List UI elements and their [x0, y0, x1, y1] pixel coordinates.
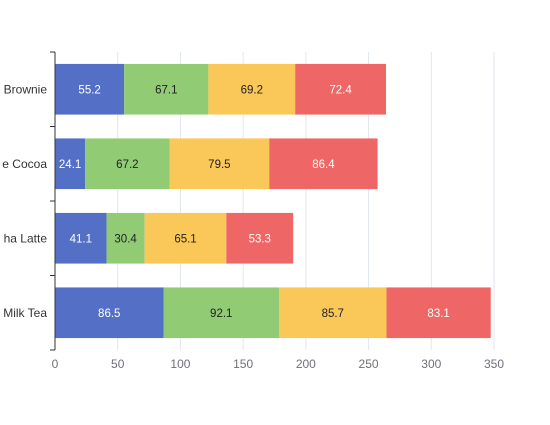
data-label: 86.4 [312, 159, 335, 171]
bar-segment [106, 212, 145, 264]
data-label: 69.2 [241, 84, 263, 96]
bar-segment [208, 63, 296, 115]
bar-segment [55, 63, 125, 115]
x-tick-label: 100 [170, 357, 190, 371]
data-label: 67.1 [155, 84, 177, 96]
data-label: 30.4 [114, 233, 137, 245]
axes: Brownie e Cocoa ha Latte Milk Tea 0 50 100 150 2… [2, 51, 504, 371]
bar-segment [144, 212, 227, 264]
bar-segment [169, 138, 270, 190]
data-label: 92.1 [210, 308, 232, 320]
data-label: 65.1 [174, 233, 196, 245]
data-label: 72.4 [329, 84, 352, 96]
bar-segment [386, 287, 491, 339]
data-label: 55.2 [78, 84, 100, 96]
data-label: 79.5 [208, 159, 230, 171]
data-label: 41.1 [70, 233, 92, 245]
data-labels: 55.2 67.1 69.2 72.4 24.1 67.2 79.5 86.4 41.1 30.4… [59, 84, 450, 320]
x-tick-label: 50 [111, 357, 125, 371]
bar-segment [124, 63, 209, 115]
data-label: 24.1 [59, 159, 81, 171]
category-label: e Cocoa [2, 157, 47, 171]
bar-segment [269, 138, 378, 190]
x-tick-label: 150 [233, 357, 253, 371]
x-tick-label: 0 [52, 357, 59, 371]
x-tick-label: 350 [484, 357, 504, 371]
bar-segments [55, 63, 491, 339]
bar-segment [163, 287, 280, 339]
bar-segment [85, 138, 170, 190]
data-label: 86.5 [98, 308, 120, 320]
bar-segment [55, 138, 86, 190]
data-label: 85.7 [322, 308, 344, 320]
data-label: 67.2 [116, 159, 138, 171]
x-tick-label: 250 [359, 357, 379, 371]
category-label: Milk Tea [3, 306, 47, 320]
bar-segment [295, 63, 387, 115]
x-tick-label: 200 [296, 357, 316, 371]
bar-segment [55, 212, 107, 264]
data-label: 83.1 [427, 308, 449, 320]
category-label: ha Latte [4, 231, 48, 245]
bar-segment [279, 287, 387, 339]
category-label: Brownie [4, 82, 48, 96]
bar-segment [55, 287, 164, 339]
bar-segment [226, 212, 294, 264]
x-tick-label: 300 [421, 357, 441, 371]
data-label: 53.3 [249, 233, 271, 245]
